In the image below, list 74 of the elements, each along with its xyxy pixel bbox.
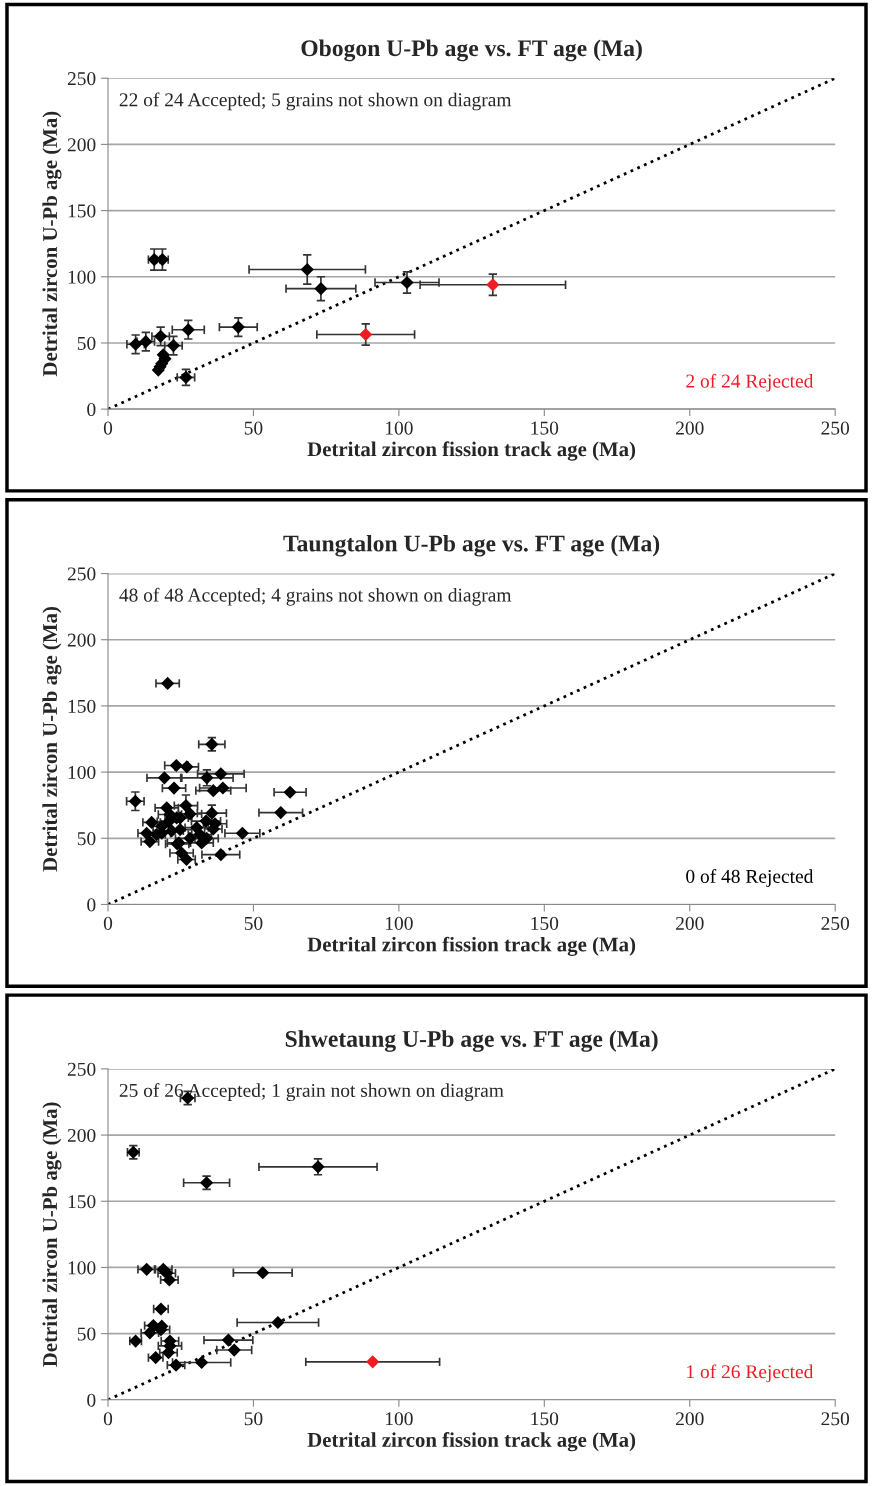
x-tick-label: 50 xyxy=(244,1412,263,1426)
point xyxy=(180,760,194,774)
x-tick-label: 50 xyxy=(244,421,263,435)
point xyxy=(214,767,228,781)
x-tick-label: 0 xyxy=(103,421,113,435)
x-tick-label: 0 xyxy=(103,916,113,930)
x-axis-title: Detrital zircon fission track age (Ma) xyxy=(307,936,636,956)
x-tick-label: 250 xyxy=(821,1412,850,1426)
x-tick-label: 150 xyxy=(531,1412,559,1426)
y-tick-label: 150 xyxy=(68,204,96,218)
y-tick-label: 0 xyxy=(87,898,96,912)
y-tick-label: 200 xyxy=(67,138,96,152)
point xyxy=(359,327,373,342)
y-tick-label: 100 xyxy=(68,1261,96,1275)
point xyxy=(195,1355,209,1370)
point xyxy=(283,785,297,799)
y-tick-label: 50 xyxy=(77,832,96,846)
y-axis-title: Detrital zircon U-Pb age (Ma) xyxy=(42,111,62,377)
point xyxy=(274,806,288,820)
y-tick-label: 50 xyxy=(77,336,96,350)
x-tick-label: 250 xyxy=(821,916,850,930)
x-tick-label: 100 xyxy=(386,421,413,435)
point xyxy=(256,1266,270,1280)
x-tick-label: 150 xyxy=(531,916,559,930)
point xyxy=(300,262,314,277)
point xyxy=(157,771,172,785)
x-axis-title: Detrital zircon fission track age (Ma) xyxy=(307,441,636,461)
point xyxy=(314,282,328,296)
point xyxy=(161,676,175,690)
y-tick-label: 250 xyxy=(67,1062,96,1076)
x-axis-title: Detrital zircon fission track age (Ma) xyxy=(307,1432,636,1452)
x-tick-label: 200 xyxy=(676,916,704,930)
annotation: 0 of 48 Rejected xyxy=(686,869,814,887)
point xyxy=(400,275,414,290)
y-axis-title: Detrital zircon U-Pb age (Ma) xyxy=(42,607,62,872)
y-tick-label: 50 xyxy=(77,1327,96,1341)
point xyxy=(206,784,220,798)
y-tick-label: 0 xyxy=(87,402,96,417)
x-tick-label: 50 xyxy=(244,916,263,930)
annotation: 2 of 24 Rejected xyxy=(686,373,814,392)
y-tick-label: 100 xyxy=(68,270,96,284)
point xyxy=(214,848,228,862)
point xyxy=(271,1315,285,1330)
point xyxy=(227,1343,241,1357)
x-tick-label: 150 xyxy=(531,421,559,435)
chart-title: Obogon U-Pb age vs. FT age (Ma) xyxy=(301,39,642,62)
point xyxy=(486,278,500,292)
x-tick-label: 250 xyxy=(821,421,850,435)
y-tick-label: 150 xyxy=(68,699,96,713)
x-tick-label: 100 xyxy=(386,1412,413,1426)
point xyxy=(216,781,230,795)
point xyxy=(231,320,245,334)
y-tick-label: 150 xyxy=(68,1195,96,1209)
y-tick-label: 250 xyxy=(67,567,96,581)
annotation: 22 of 24 Accepted; 5 grains not shown on diagram xyxy=(119,92,512,111)
y-tick-label: 250 xyxy=(67,72,96,86)
y-tick-label: 200 xyxy=(67,1128,96,1142)
point xyxy=(235,826,249,840)
y-tick-label: 0 xyxy=(87,1393,96,1407)
y-axis-title: Detrital zircon U-Pb age (Ma) xyxy=(42,1102,62,1367)
x-tick-label: 0 xyxy=(103,1412,113,1426)
x-tick-label: 200 xyxy=(676,1412,704,1426)
y-tick-label: 200 xyxy=(67,633,96,647)
x-tick-label: 100 xyxy=(386,916,413,930)
chart-title: Taungtalon U-Pb age vs. FT age (Ma) xyxy=(283,534,660,557)
annotation: 1 of 26 Rejected xyxy=(687,1364,814,1383)
chart-title: Shwetaung U-Pb age vs. FT age (Ma) xyxy=(285,1030,658,1052)
annotation: 48 of 48 Accepted; 4 grains not shown on diagram xyxy=(119,587,512,606)
point xyxy=(366,1355,380,1369)
point xyxy=(221,1333,235,1347)
x-tick-label: 200 xyxy=(676,421,704,435)
y-tick-label: 100 xyxy=(68,765,96,780)
point xyxy=(169,758,183,773)
point xyxy=(167,781,181,795)
